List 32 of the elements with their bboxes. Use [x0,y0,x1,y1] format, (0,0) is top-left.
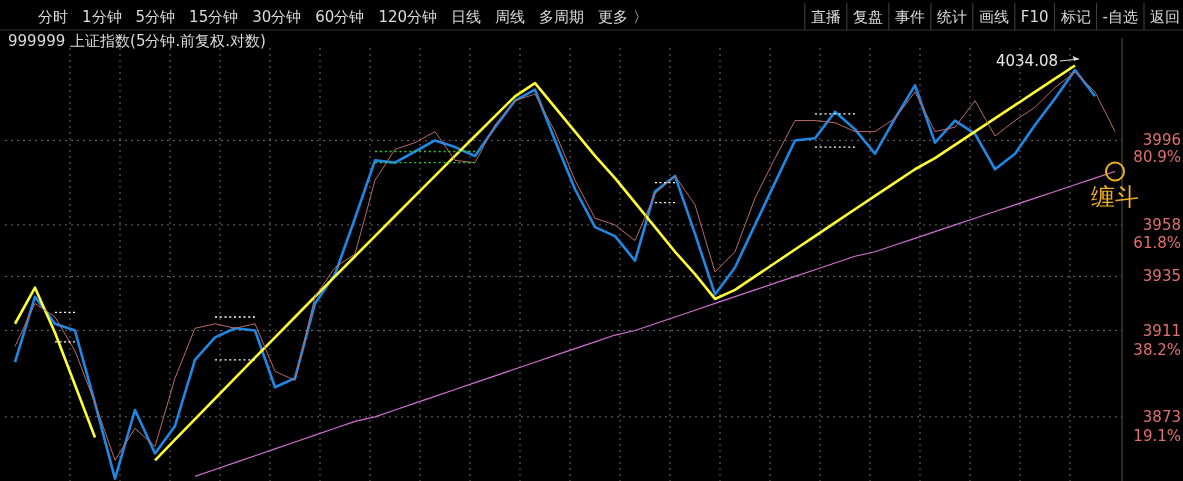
y-tick-label: 3996 [1142,131,1181,150]
y2-tick-label: 19.1% [1133,426,1181,445]
text: 5分钟 [135,8,176,26]
y-tick-label: 3911 [1142,321,1181,340]
text: 120分钟 [378,8,438,26]
y2-tick-label: 38.2% [1133,340,1181,359]
y-tick-label: 3873 [1142,407,1181,426]
text: -自选 [1102,8,1138,26]
text: F10 [1020,8,1049,26]
text: 返回 [1150,8,1180,26]
text: 日线 [451,8,482,26]
text: 分时 [38,8,68,26]
y-tick-label: 3958 [1142,215,1181,234]
text: 更多 〉 [598,8,648,26]
chart-title: 999999 上证指数(5分钟.前复权.对数) [8,32,266,50]
text: 事件 [894,8,925,26]
text: 画线 [978,8,1009,26]
annotation: 缠斗 [1091,183,1139,212]
text: 统计 [936,8,967,26]
annotation: 4034.08 [995,52,1058,70]
text: 周线 [495,8,526,26]
text: 多周期 [539,8,585,26]
text: 1分钟 [82,8,122,26]
text: 15分钟 [189,8,239,26]
text: 直播 [810,8,841,26]
y-tick-label: 3935 [1142,267,1181,286]
y2-tick-label: 80.9% [1133,147,1181,166]
text: 复盘 [852,8,883,26]
text: 60分钟 [315,8,365,26]
text: 标记 [1059,8,1091,26]
text: 30分钟 [252,8,302,26]
y2-tick-label: 61.8% [1133,234,1181,253]
